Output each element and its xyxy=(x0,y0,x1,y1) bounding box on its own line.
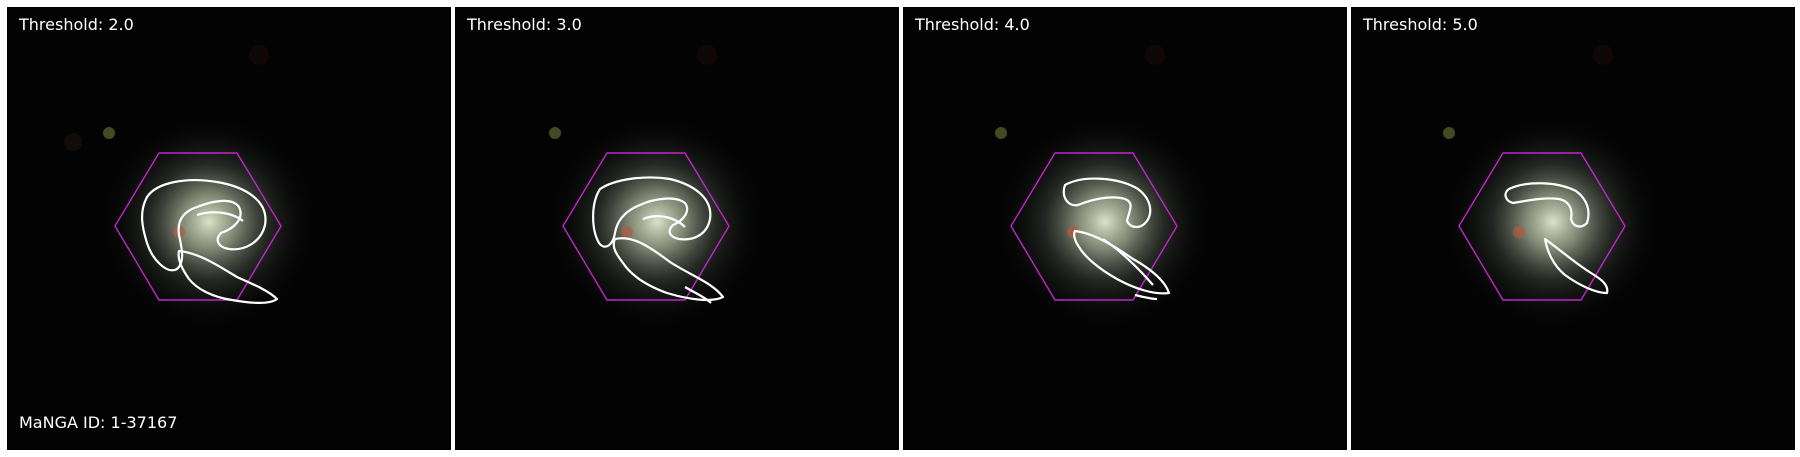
threshold-label: Threshold: 4.0 xyxy=(915,15,1030,34)
galaxy-image xyxy=(7,7,451,450)
contour-line xyxy=(141,179,279,304)
star-dot xyxy=(1443,127,1455,139)
contour-line xyxy=(1504,182,1609,295)
star-dot xyxy=(549,127,561,139)
panel-threshold-4: Threshold: 4.0 xyxy=(903,7,1347,450)
threshold-label: Threshold: 3.0 xyxy=(467,15,582,34)
ifu-hexagon-outline xyxy=(1458,152,1626,301)
galaxy-image xyxy=(903,7,1347,450)
ifu-hexagon-outline xyxy=(562,152,730,301)
galaxy-image xyxy=(455,7,899,450)
threshold-label: Threshold: 5.0 xyxy=(1363,15,1478,34)
contour-line xyxy=(1062,177,1171,301)
ifu-hexagon-outline xyxy=(1010,152,1178,301)
star-dot xyxy=(995,127,1007,139)
panel-threshold-3: Threshold: 3.0 xyxy=(455,7,899,450)
galaxy-id-label: MaNGA ID: 1-37167 xyxy=(19,413,178,432)
star-dot xyxy=(103,127,115,139)
panel-threshold-5: Threshold: 5.0 xyxy=(1351,7,1795,450)
panel-threshold-2: Threshold: 2.0 MaNGA ID: 1-37167 xyxy=(7,7,451,450)
threshold-label: Threshold: 2.0 xyxy=(19,15,134,34)
galaxy-image xyxy=(1351,7,1795,450)
contour-line xyxy=(592,176,725,304)
